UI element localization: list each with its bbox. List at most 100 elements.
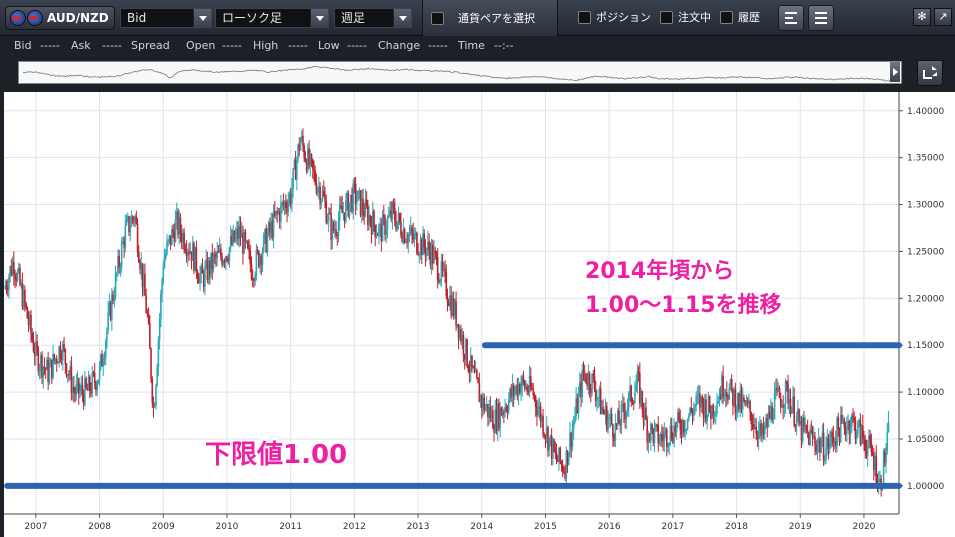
candle-body — [423, 233, 426, 248]
candle-body — [525, 386, 527, 389]
select-pair-button[interactable]: 通貨ペアを選択 — [422, 0, 558, 36]
candle-body — [505, 407, 508, 411]
settings-gear-icon[interactable]: ✻ — [913, 8, 931, 26]
candle-body — [329, 212, 331, 214]
price-type-select[interactable]: Bid — [120, 8, 212, 28]
candle-body — [131, 216, 134, 219]
candle-body — [877, 479, 880, 487]
candle-body — [547, 427, 549, 451]
candle-body — [719, 394, 722, 399]
currency-pair-button[interactable]: AUD/NZD — [5, 6, 115, 30]
candle-body — [530, 375, 532, 389]
candle-body — [122, 240, 124, 244]
candle-body — [469, 355, 472, 372]
orders-toggle[interactable]: 注文中 — [660, 9, 711, 25]
candle-body — [139, 261, 141, 270]
candle-body — [657, 424, 660, 444]
candle-body — [539, 406, 542, 422]
candle-body — [14, 274, 16, 278]
candle-body — [400, 221, 402, 236]
candle-body — [489, 407, 492, 419]
navigator-scroll-right-button[interactable] — [890, 62, 900, 82]
candle-body — [653, 426, 656, 443]
chart-navigator[interactable] — [18, 61, 902, 84]
candle-body — [511, 384, 514, 398]
history-toggle[interactable]: 履歴 — [720, 9, 760, 25]
candle-body — [66, 374, 69, 377]
candle-body — [394, 208, 396, 221]
candle-body — [479, 395, 482, 403]
candle-body — [596, 398, 598, 401]
candle-body — [820, 444, 822, 453]
candle-body — [427, 241, 429, 249]
chart-type-select[interactable]: ローソク足 — [215, 8, 329, 28]
popout-icon[interactable]: ↗ — [934, 8, 952, 26]
candle-body — [449, 295, 451, 306]
candle-body — [548, 438, 550, 451]
candle-body — [776, 387, 778, 391]
candle-body — [766, 418, 769, 427]
candle-body — [639, 372, 641, 404]
candle-body — [356, 200, 358, 205]
candle-body — [630, 385, 633, 403]
candle-body — [440, 261, 443, 280]
candle-body — [429, 250, 432, 265]
candle-body — [536, 406, 538, 416]
candle-body — [182, 232, 184, 243]
candle-body — [616, 410, 619, 426]
candle-body — [6, 288, 9, 290]
candle-body — [632, 402, 635, 404]
history-checkbox[interactable] — [720, 10, 733, 24]
y-tick-label: 1.40000 — [907, 107, 944, 117]
position-toggle[interactable]: ポジション — [578, 9, 651, 25]
candle-body — [521, 376, 524, 386]
candle-body — [51, 359, 53, 378]
candle-body — [516, 385, 519, 397]
period-select[interactable]: 週足 — [334, 8, 412, 28]
candle-body — [564, 471, 566, 479]
position-checkbox[interactable] — [578, 10, 591, 24]
range-annotation-line1: 2014年頃から — [585, 259, 735, 284]
candle-body — [887, 421, 890, 432]
candle-body — [265, 229, 268, 252]
candle-body — [722, 375, 724, 397]
candle-body — [357, 190, 359, 201]
candle-body — [376, 234, 379, 236]
candle-body — [794, 425, 797, 427]
candle-body — [36, 341, 38, 350]
candle-body — [798, 409, 800, 425]
candle-body — [216, 251, 219, 258]
candle-body — [391, 202, 394, 220]
candle-body — [292, 168, 294, 189]
orders-checkbox[interactable] — [660, 10, 673, 24]
indicator-tool-icon[interactable] — [808, 5, 834, 31]
candle-body — [620, 403, 623, 426]
candle-body — [293, 159, 296, 169]
candle-body — [402, 229, 405, 242]
candle-body — [643, 407, 646, 420]
candle-body — [664, 429, 667, 433]
draw-tool-icon[interactable] — [778, 5, 804, 31]
aud-flag-icon — [10, 10, 26, 26]
candle-body — [267, 222, 270, 235]
candle-body — [185, 251, 188, 256]
candle-body — [534, 396, 537, 407]
candle-body — [93, 372, 96, 383]
candle-body — [836, 417, 838, 446]
candle-body — [865, 450, 868, 457]
price-chart[interactable]: 1.40000 1.35000 1.30000 1.25000 1.20000 1.150… — [4, 92, 955, 537]
candle-body — [195, 246, 198, 273]
toolbar: AUD/NZD Bid ローソク足 週足 通貨ペアを選択 ポジション 注文中 — [0, 0, 955, 36]
candle-body — [828, 441, 831, 450]
candle-body — [610, 413, 613, 425]
candle-body — [77, 378, 80, 394]
select-pair-checkbox[interactable] — [431, 11, 444, 25]
candle-body — [691, 411, 694, 416]
candle-body — [25, 303, 27, 308]
candle-body — [484, 407, 487, 411]
candle-body — [615, 423, 618, 426]
candle-body — [581, 369, 584, 397]
expand-icon[interactable] — [917, 60, 943, 86]
candle-body — [662, 437, 664, 442]
candle-body — [493, 428, 495, 433]
